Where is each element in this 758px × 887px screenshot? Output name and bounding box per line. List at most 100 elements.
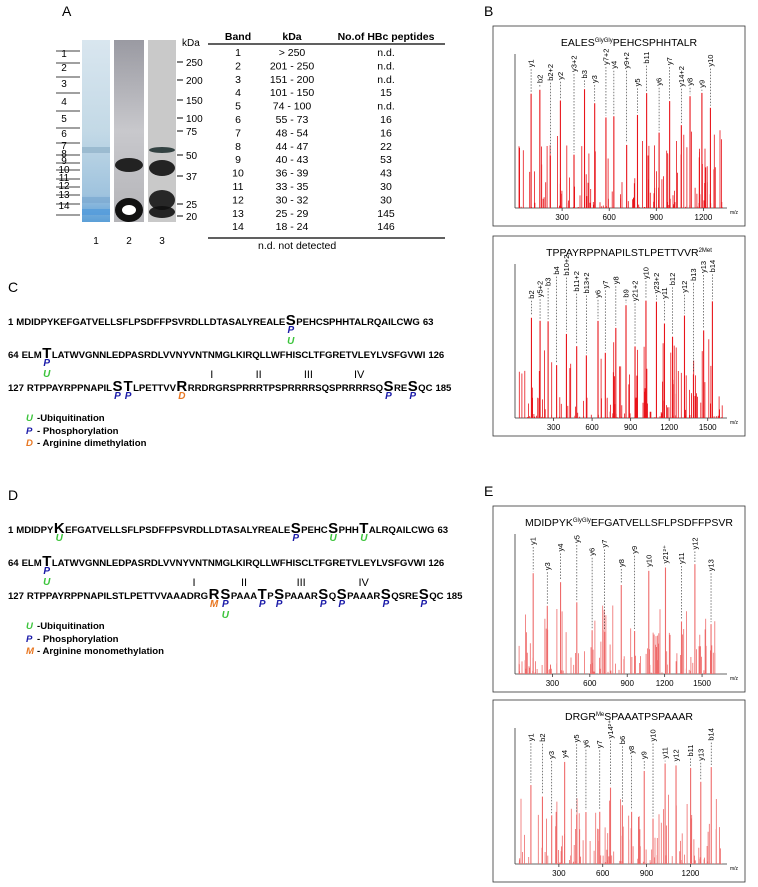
legend: U -Ubiquitination P - Phosphorylation M - Arg…: [26, 621, 164, 659]
modification-mark: P: [124, 391, 132, 402]
table-cell: 201 - 250: [270, 60, 315, 72]
residues: ELM: [21, 558, 42, 569]
residues: P: [267, 591, 274, 602]
residues: S: [418, 586, 429, 603]
modification-mark: P: [338, 599, 345, 610]
table-cell: 11: [233, 181, 244, 193]
ion-label: b12: [668, 273, 677, 286]
modification-mark: P: [43, 566, 51, 577]
ion-label: y3+2: [570, 55, 579, 71]
sequence-part: EFGATVELLSFLPSDFFPSVR: [591, 517, 734, 529]
x-tick-label: 300: [555, 213, 569, 222]
peptide-title: MDIDPYKGlyGlyEFGATVELLSFLPSDFFPSVR: [525, 517, 733, 529]
x-tick-label: 300: [546, 679, 560, 688]
band-number: 9: [61, 156, 67, 167]
ion-label: y5: [572, 535, 581, 543]
modification-mark: P: [275, 599, 283, 610]
legend-symbol: U: [26, 413, 33, 424]
table-header: No.of HBc peptides: [338, 31, 435, 43]
sequence-text: PEHCSPHHTALRQAILCWG: [296, 317, 420, 328]
modification-mark: U: [287, 336, 295, 347]
modification-mark: P: [258, 599, 266, 610]
sequence-text: P: [267, 591, 273, 602]
residue-number: 126: [428, 558, 445, 569]
ion-label: y13: [707, 559, 716, 571]
domain-label: II: [255, 369, 262, 381]
ion-label: y9+2: [622, 52, 631, 68]
modification-mark: U: [43, 369, 51, 380]
ion-label: y4: [609, 61, 618, 69]
residues: S: [220, 586, 231, 603]
modification-mark: D: [178, 391, 186, 402]
ion-label: y8: [611, 276, 620, 284]
legend-label: -Ubiquitination: [37, 621, 105, 632]
sequence-text: LATWVGNNLEDPASRDLVVNYVNTNMGLKIRQLLWFHISC…: [52, 350, 426, 361]
modification-mark: P: [222, 599, 229, 610]
residues: PAAAR: [284, 591, 318, 602]
sequence-line: 1 MDIDPYKEFGATVELLSFLPSDFFPSVRDLLDTASALYR…: [8, 312, 436, 347]
marker-label: 200: [186, 76, 203, 87]
ion-label: y10: [706, 55, 715, 67]
panel-label: D: [8, 487, 18, 503]
domain-label: IV: [358, 577, 369, 589]
table-cell: 48 - 54: [276, 127, 309, 139]
x-unit: m/z: [730, 866, 739, 872]
table-header: Band: [225, 31, 251, 43]
ion-label: y13: [696, 749, 705, 761]
sequence-part: EALES: [561, 37, 595, 49]
legend-symbol: U: [26, 621, 33, 632]
residues: S: [407, 378, 418, 395]
ion-label: b6: [618, 736, 627, 744]
ion-label: y21²⁺: [661, 545, 670, 564]
gel-band: [149, 190, 175, 210]
modification-mark: M: [209, 599, 219, 610]
band-number: 14: [58, 201, 70, 212]
x-unit: m/z: [730, 676, 739, 682]
ion-label: y3: [590, 75, 599, 83]
domain-label: II: [240, 577, 248, 589]
ion-label: y1: [527, 59, 536, 67]
table-cell: > 250: [279, 47, 306, 59]
residue-number: 126: [428, 350, 445, 361]
ion-label: y9: [697, 80, 706, 88]
gel-band: [82, 147, 110, 153]
modification: GlyGly: [573, 518, 591, 524]
residue-number: 63: [422, 317, 434, 328]
legend-item: U -Ubiquitination: [26, 413, 146, 426]
band-number: 1: [61, 49, 67, 60]
sequence-line: 64 ELM T P U LATWVGNNLEDPASRDLVVNYVNTNMGLKIRQ…: [8, 345, 447, 380]
modification-mark: U: [360, 533, 368, 544]
x-tick-label: 900: [650, 213, 664, 222]
modification-mark: P: [420, 599, 428, 610]
modification-marks: P: [420, 599, 427, 610]
table-cell: 18 - 24: [276, 221, 309, 233]
table-cell: 15: [380, 87, 392, 99]
residues: PAAA: [230, 591, 258, 602]
modification-mark: P: [43, 358, 51, 369]
ion-label: y14+2: [677, 66, 686, 87]
x-tick-label: 900: [640, 869, 654, 878]
legend-symbol: P: [26, 633, 33, 645]
ion-label: b11: [642, 52, 651, 64]
table-cell: 146: [377, 221, 395, 233]
residues: ALRQAILCWG: [368, 525, 435, 536]
modification-mark: P: [385, 391, 392, 402]
sequence-text: ADRG I: [180, 577, 208, 602]
marker-label: 50: [186, 151, 198, 162]
gel-band: [149, 206, 175, 218]
residue-number: 185: [446, 591, 463, 602]
residue-number: 127: [8, 383, 24, 394]
ion-label: y6: [655, 78, 664, 86]
ion-label: y11: [677, 552, 686, 564]
residues: RTPPAYRPPNAPIL: [26, 383, 112, 394]
residue-number: 185: [435, 383, 452, 394]
